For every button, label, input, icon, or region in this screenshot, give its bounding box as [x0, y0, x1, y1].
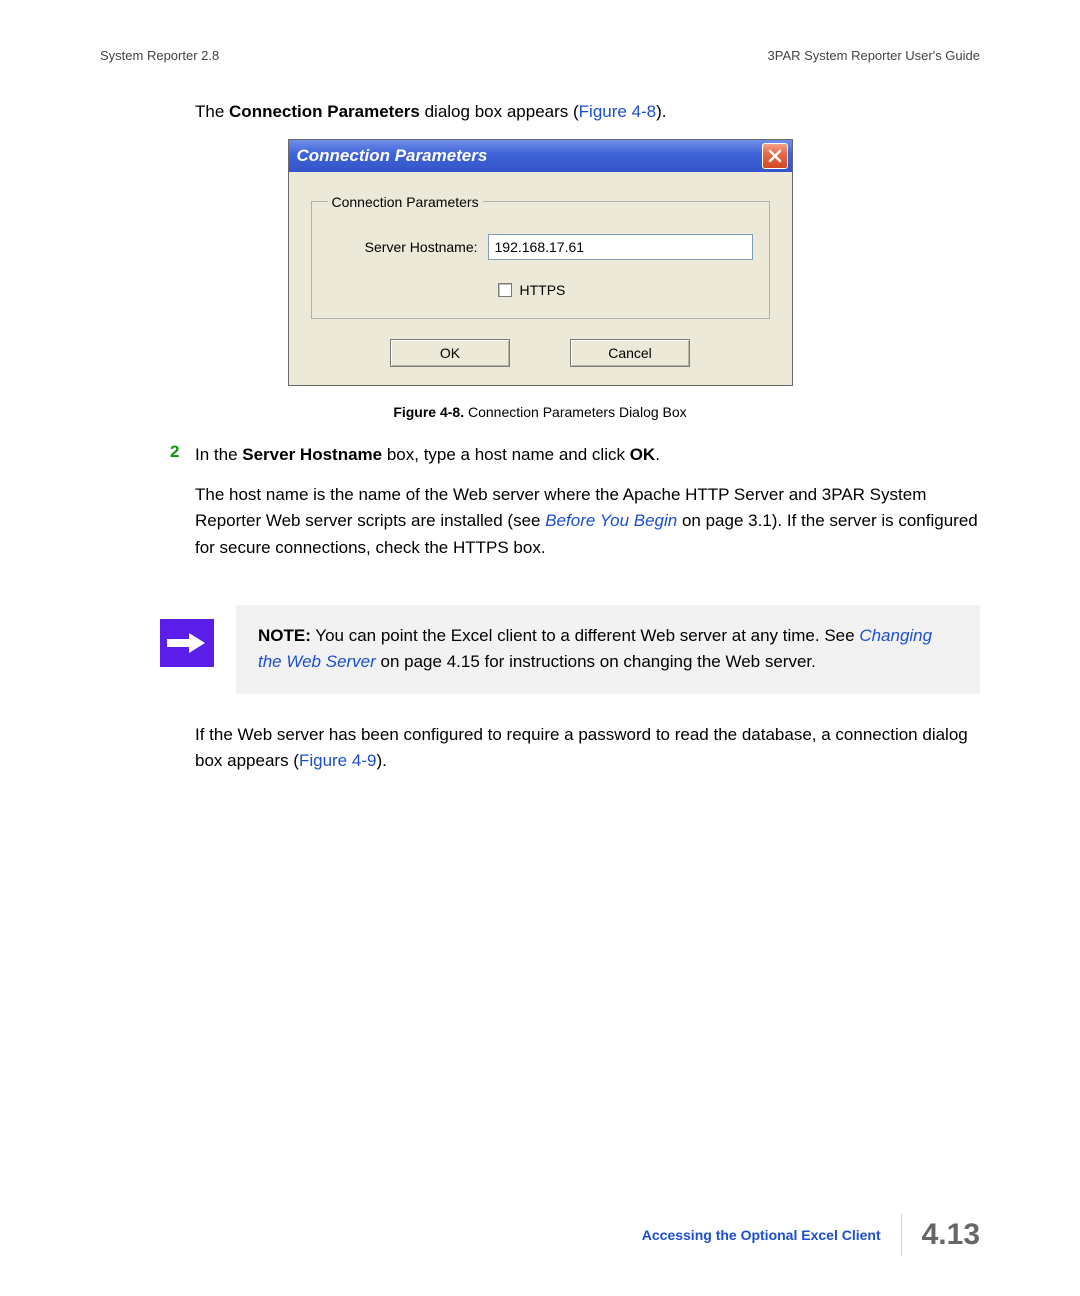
group-legend: Connection Parameters [328, 194, 483, 210]
link-before-you-begin[interactable]: Before You Begin [545, 511, 677, 530]
page-footer: Accessing the Optional Excel Client 4.13 [642, 1214, 980, 1256]
https-label: HTTPS [520, 282, 566, 298]
hostname-label: Server Hostname: [328, 239, 488, 255]
intro-paragraph: The Connection Parameters dialog box app… [195, 99, 980, 125]
header-left: System Reporter 2.8 [100, 48, 219, 63]
step-text: In the Server Hostname box, type a host … [195, 442, 660, 468]
figure-caption: Figure 4-8. Connection Parameters Dialog… [100, 404, 980, 420]
header-right: 3PAR System Reporter User's Guide [768, 48, 980, 63]
figure-ref-4-9[interactable]: Figure 4-9 [299, 751, 376, 770]
cancel-button[interactable]: Cancel [570, 339, 690, 367]
note-block: NOTE: You can point the Excel client to … [160, 605, 980, 694]
step-number: 2 [170, 442, 195, 468]
para-password: If the Web server has been configured to… [195, 722, 980, 775]
hostname-input[interactable] [488, 234, 753, 260]
step-2: 2 In the Server Hostname box, type a hos… [170, 442, 980, 468]
note-body: NOTE: You can point the Excel client to … [236, 605, 980, 694]
dialog-titlebar: Connection Parameters [289, 140, 792, 172]
footer-page-number: 4.13 [902, 1218, 980, 1252]
figure-ref-4-8[interactable]: Figure 4-8 [579, 102, 656, 121]
footer-section-label: Accessing the Optional Excel Client [642, 1214, 902, 1256]
close-button[interactable] [762, 143, 788, 169]
dialog-title: Connection Parameters [297, 146, 488, 166]
caption-bold: Figure 4-8. [393, 404, 464, 420]
note-arrow-icon [160, 619, 214, 667]
intro-bold: Connection Parameters [229, 102, 420, 121]
https-checkbox[interactable] [498, 283, 512, 297]
connection-params-group: Connection Parameters Server Hostname: H… [311, 194, 770, 319]
page-header: System Reporter 2.8 3PAR System Reporter… [100, 48, 980, 63]
dialog-screenshot: Connection Parameters Connection Paramet… [288, 139, 793, 386]
ok-button[interactable]: OK [390, 339, 510, 367]
para-hostname-desc: The host name is the name of the Web ser… [195, 482, 980, 561]
close-icon [768, 149, 782, 163]
